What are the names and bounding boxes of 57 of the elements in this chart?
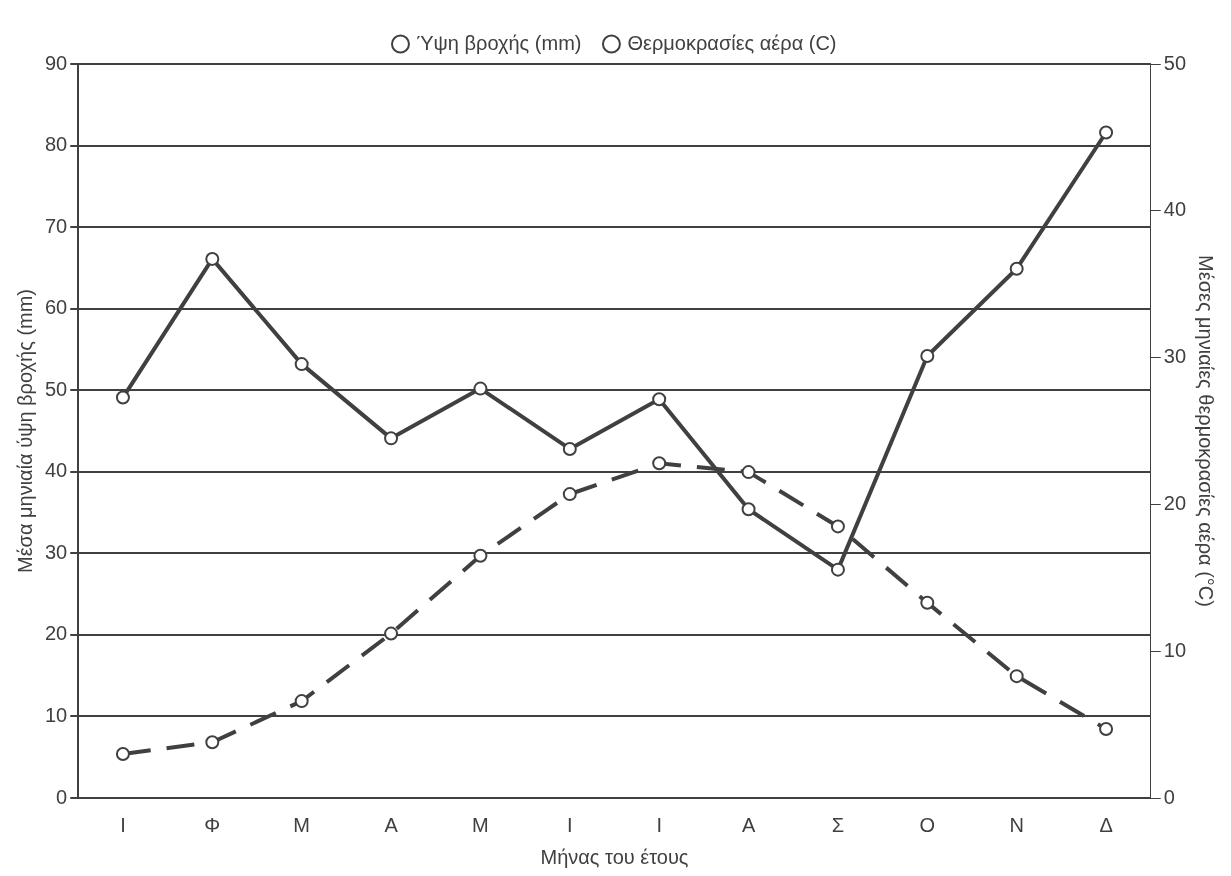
y2-tick-label: 10 [1163, 638, 1186, 661]
point [741, 465, 756, 480]
y-tick-label: 70 [45, 214, 68, 237]
y-tick-label: 0 [56, 785, 68, 808]
point [115, 746, 130, 761]
y-tick-label: 10 [45, 703, 68, 726]
y-tick-label: 30 [45, 540, 68, 563]
point [1009, 669, 1024, 684]
y2-tick-label: 20 [1163, 491, 1186, 514]
y-axis-title: Μέσα μηνιαία ύψη βροχής (mm) [13, 288, 36, 574]
point [920, 348, 935, 363]
point [294, 357, 309, 372]
y2-tick-label: 50 [1163, 51, 1186, 74]
x-tick-label: Ι [120, 813, 126, 836]
y-tick-label: 80 [45, 133, 68, 156]
y-tick-label: 20 [45, 622, 68, 645]
legend-label: Θερμοκρασίες αέρα (C) [627, 31, 837, 54]
y2-tick-label: 40 [1163, 198, 1186, 221]
point [473, 548, 488, 563]
x-axis-title: Μήνας του έτους [540, 845, 689, 868]
point [384, 431, 399, 446]
y2-tick-label: 0 [1163, 785, 1175, 808]
point [562, 441, 577, 456]
point [205, 251, 220, 266]
point [830, 562, 845, 577]
x-tick-label: Σ [831, 813, 845, 836]
point [1009, 261, 1024, 276]
point [741, 502, 756, 517]
y-tick-label: 90 [45, 51, 68, 74]
point [652, 392, 667, 407]
x-tick-label: Μ [293, 813, 311, 836]
y2-tick-label: 30 [1163, 345, 1186, 368]
point [830, 519, 845, 534]
y-tick-label: 60 [45, 296, 68, 319]
x-tick-label: Α [384, 813, 399, 836]
point [115, 390, 130, 405]
point [473, 381, 488, 396]
y-tick-label: 50 [45, 377, 68, 400]
x-tick-label: Μ [472, 813, 489, 836]
legend-label: Ύψη βροχής (mm) [416, 31, 582, 54]
point [1099, 722, 1114, 736]
point [652, 456, 667, 471]
point [205, 735, 220, 750]
point [920, 595, 935, 610]
point [384, 626, 399, 641]
x-tick-label: Α [741, 813, 756, 836]
x-tick-label: Δ [1099, 813, 1113, 836]
x-tick-label: Ι [656, 813, 662, 836]
x-tick-label: Ο [919, 813, 936, 836]
x-tick-label: Ι [567, 813, 573, 836]
x-tick-label: Ν [1009, 813, 1024, 836]
point [562, 487, 577, 502]
point [294, 694, 309, 709]
x-tick-label: Φ [204, 813, 221, 836]
y-tick-label: 40 [45, 459, 68, 482]
y2-axis-title: Μέσες μηνιαίες θερμοκρασίες αέρα (°C) [1195, 255, 1218, 607]
point [1099, 125, 1114, 140]
